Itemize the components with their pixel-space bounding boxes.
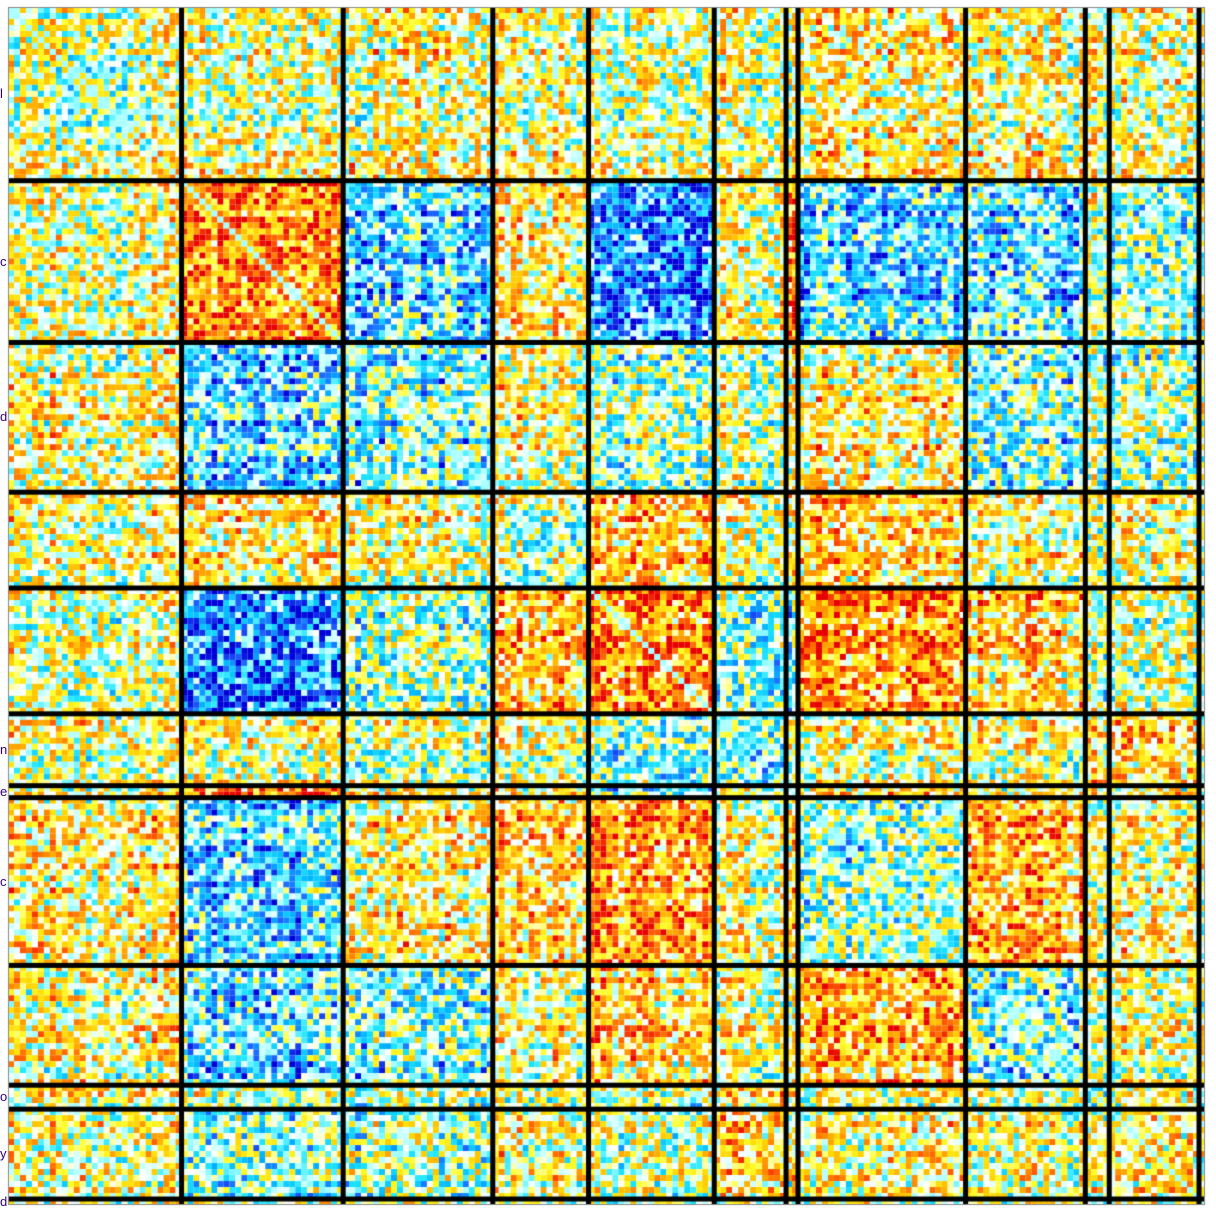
row-label-fragment: o: [0, 1090, 8, 1105]
row-label-fragment: y: [0, 1147, 7, 1162]
row-label-fragment: c: [0, 254, 7, 269]
row-label-fragment: e: [0, 784, 8, 799]
row-label-fragment: d: [0, 410, 8, 425]
row-label-fragment: c: [0, 874, 7, 889]
row-label-fragment: d: [0, 1195, 8, 1209]
row-label-fragment: n: [0, 742, 8, 757]
row-label-fragment: l: [0, 86, 3, 101]
